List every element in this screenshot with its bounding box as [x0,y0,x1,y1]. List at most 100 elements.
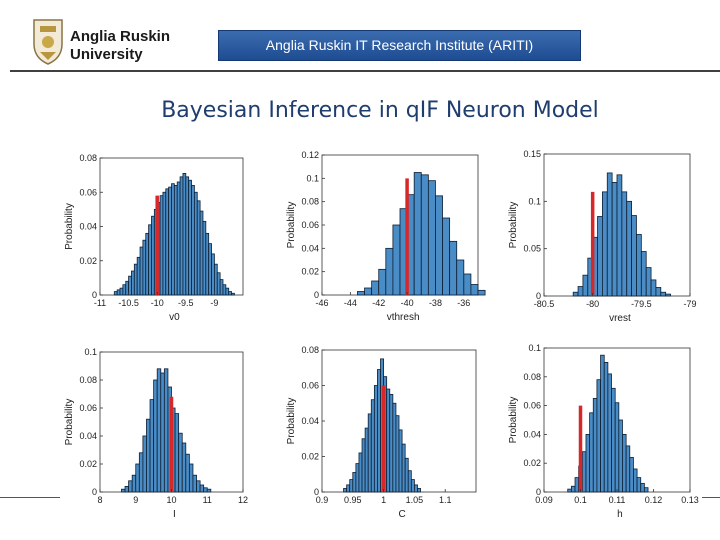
x-axis-label: vthresh [387,312,420,323]
histogram-3: 8 9 10 11 12 0 0.02 0.04 0.06 0.08 0.1 I Probability [64,347,248,520]
histogram-bar [643,487,649,493]
y-axis-label: Probability [286,398,297,445]
histogram-bar [222,284,227,296]
x-tick-label: -36 [457,298,470,308]
y-tick-label: 0.06 [301,220,319,230]
y-axis-label: Probability [508,397,519,444]
histogram-bar [606,172,613,297]
histogram-bar [206,488,212,493]
histogram-bar [171,183,175,296]
histogram-bar [636,477,642,493]
histogram-bar [631,215,637,297]
histogram-bar [135,463,140,493]
histogram-bar [665,293,671,297]
histogram-bar [581,451,587,493]
y-tick-label: 0.06 [301,381,319,391]
logo-line2: University [70,46,143,63]
histogram-bar [219,279,224,296]
y-tick-label: 0.08 [79,153,97,163]
histogram-bar [343,488,348,493]
histogram-bar [650,279,657,297]
histogram-bar [640,251,647,297]
histogram-bar [392,224,401,296]
histogram-bar [213,263,218,296]
histogram-bar [655,287,662,297]
histogram-5: 0.09 0.1 0.11 0.12 0.13 0 0.02 0.04 0.06 0.08 0.1 h… [508,343,699,520]
histogram-bar [225,287,230,296]
histogram-bar [636,234,642,297]
histogram-bar [570,485,576,493]
histogram-bar [427,180,436,296]
histogram-bar [349,479,354,493]
y-tick-label: 0.1 [528,196,541,206]
histogram-bar [192,474,197,493]
histogram-bar [420,174,429,296]
histogram-4: 0.9 0.95 1 1.05 1.1 0 0.02 0.04 0.06 0.08 C Probabi… [286,345,477,520]
histogram-bar [168,186,172,296]
y-tick-label: 0.02 [79,459,97,469]
histogram-bar [179,176,184,296]
histogram-bar [139,246,144,296]
y-tick-label: 0.02 [301,452,319,462]
crest-icon: Anglia Ruskin University [33,19,170,65]
histogram-bar [159,195,164,296]
x-tick-label: -44 [344,298,357,308]
x-tick-label: 1.1 [439,495,452,505]
x-tick-label: 0.12 [645,495,663,505]
histogram-bar [113,291,118,296]
y-tick-label: 0.1 [528,343,541,353]
histogram-bar [211,253,215,296]
histogram-bar [611,387,616,493]
y-tick-label: 0.02 [79,256,97,266]
histogram-bar [364,287,373,296]
histogram-bar [626,200,633,297]
footer-divider-right [702,497,720,498]
histogram-bar [125,280,129,296]
histogram-bar [138,452,144,493]
histogram-bar [377,369,381,493]
histogram-bar [616,174,623,297]
x-tick-label: -46 [315,298,328,308]
histogram-bar [174,413,180,493]
histogram-bar [165,188,170,296]
x-tick-label: 0.1 [574,495,587,505]
histogram-bar [181,442,187,493]
histogram-0: -11 -10.5 -10 -9.5 -9 0 0.02 0.04 0.06 0.08 v0 Prob… [64,153,244,323]
histogram-bar [199,210,204,296]
histogram-bar [119,287,124,296]
histogram-bar [442,217,451,296]
histogram-bar [370,399,375,493]
histogram-bar [602,191,608,297]
histogram-bar [121,488,126,493]
histogram-bar [148,224,152,296]
histogram-bar [413,172,422,296]
histogram-bar [572,291,579,297]
histogram-bar [574,477,580,493]
histogram-bar [592,397,598,493]
university-logo: Anglia Ruskin University [28,14,178,70]
histogram-bar [407,470,412,493]
histogram-bar [133,263,138,296]
histogram-bar [231,292,235,296]
histogram-bar [389,393,394,493]
y-tick-label: 0 [92,290,97,300]
x-tick-label: 0.13 [681,495,699,505]
x-axis-label: h [617,509,623,520]
y-tick-label: 0 [314,487,319,497]
footer-divider-left [0,497,60,498]
x-tick-label: -42 [372,298,385,308]
histogram-bar [142,435,147,493]
histogram-bar [633,468,638,493]
histogram-bar [228,291,232,296]
y-tick-label: 0 [92,487,97,497]
histogram-bar [385,247,394,296]
y-tick-label: 0.06 [79,403,97,413]
histogram-bar [205,232,210,296]
y-tick-label: 0.1 [306,173,319,183]
histogram-bar [614,402,620,493]
histogram-bar [567,488,572,493]
x-tick-label: 9 [133,495,138,505]
x-tick-label: 1.05 [406,495,424,505]
histogram-bar [156,368,162,493]
